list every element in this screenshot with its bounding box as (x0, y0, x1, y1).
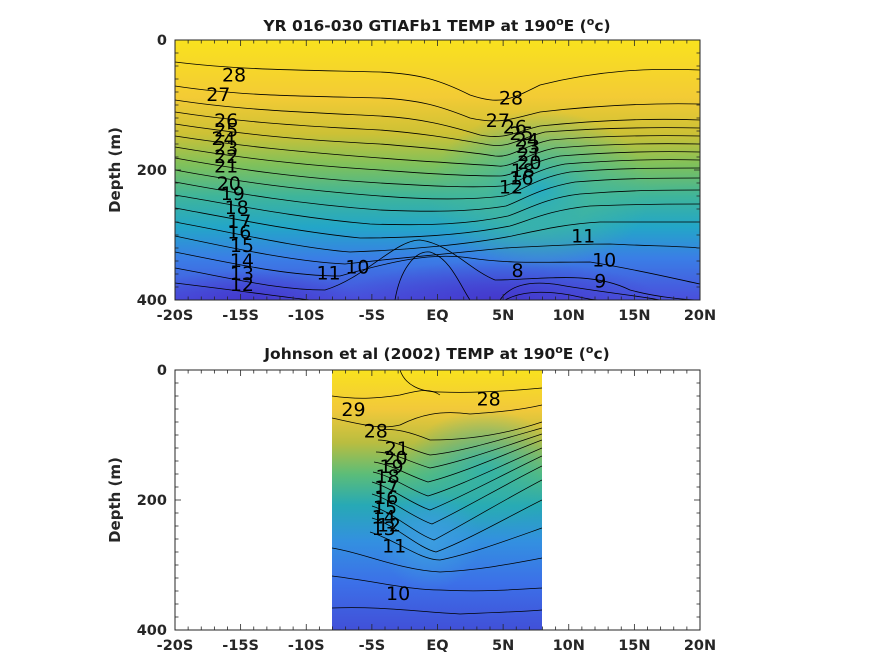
top-contour-label: 22 (214, 146, 238, 168)
bottom-y-tick-label: 0 (157, 363, 167, 379)
top-x-tick-label: 10N (553, 308, 585, 324)
top-contour-label: 24 (211, 128, 235, 150)
bottom-contour-label: 10 (386, 583, 410, 605)
top-contour-label: 24 (515, 129, 539, 151)
bottom-contour-label: 13 (372, 518, 396, 540)
bottom-contour-label: 16 (374, 487, 398, 509)
top-y-tick-label: 400 (137, 293, 167, 309)
top-x-tick-label: -10S (288, 308, 325, 324)
top-x-tick-label: -20S (157, 308, 194, 324)
top-panel: YR 016-030 GTIAFb1 TEMP at 190oE (oc) (106, 15, 716, 324)
bottom-contour-label: 28 (477, 388, 501, 410)
bottom-y-tick-label: 200 (137, 493, 167, 509)
top-x-tick-label: -15S (222, 308, 259, 324)
top-y-tick-label: 0 (157, 33, 167, 49)
top-contour-label: 21 (517, 144, 541, 166)
bottom-x-tick-label: 10N (553, 638, 585, 654)
bottom-contour-label: 14 (372, 507, 396, 529)
bottom-contour-label: 15 (373, 497, 397, 519)
top-contour-label: 18 (511, 160, 535, 182)
bottom-y-tick-label: 400 (137, 623, 167, 639)
top-contour-label: 16 (227, 222, 251, 244)
top-y-ticks: 0 200 400 (137, 33, 700, 309)
top-contour-label: 10 (592, 250, 616, 272)
top-contour-label: 28 (222, 64, 246, 86)
bottom-x-tick-label: -10S (288, 638, 325, 654)
top-x-tick-label: EQ (426, 308, 448, 324)
bottom-contour-label: 17 (374, 477, 398, 499)
top-contour-label: 26 (503, 116, 527, 138)
top-x-ticks: -20S -15S -10S -5S EQ 5N 10N 15N 20N (157, 40, 716, 324)
top-field (175, 40, 700, 300)
top-contour-label: 11 (571, 225, 595, 247)
top-contour-label: 12 (230, 274, 254, 296)
bottom-contour-label: 12 (377, 515, 401, 537)
top-contour-label: 10 (345, 257, 369, 279)
top-x-tick-label: 15N (618, 308, 650, 324)
bottom-x-tick-label: 5N (492, 638, 514, 654)
top-contour-label: 25 (509, 123, 533, 145)
top-contour-label: 11 (316, 263, 340, 285)
bottom-contour-label: 21 (385, 438, 409, 460)
top-x-tick-label: 20N (684, 308, 716, 324)
bottom-field (332, 370, 542, 630)
bottom-contour-label: 29 (341, 399, 365, 421)
top-contour-label: 8 (512, 260, 524, 282)
top-contour-label: 27 (206, 84, 230, 106)
top-y-tick-label: 200 (137, 163, 167, 179)
top-contour-label: 18 (225, 197, 249, 219)
top-contour-label: 28 (499, 88, 523, 110)
top-contour-label: 25 (214, 120, 238, 142)
top-contour-label: 12 (499, 177, 523, 199)
bottom-contour-label: 20 (383, 448, 407, 470)
top-contour-label: 17 (227, 211, 251, 233)
top-x-tick-label: -5S (359, 308, 386, 324)
top-contours (175, 61, 700, 300)
bottom-contour-label: 18 (376, 466, 400, 488)
top-contour-label: 14 (230, 250, 254, 272)
bottom-panel: Johnson et al (2002) TEMP at 190oE (oc) (106, 343, 716, 654)
bottom-x-tick-label: EQ (426, 638, 448, 654)
top-contour-label: 16 (509, 168, 533, 190)
top-contour-label: 20 (217, 173, 241, 195)
bottom-contour-label: 11 (382, 535, 406, 557)
bottom-x-tick-label: -20S (157, 638, 194, 654)
top-contour-label: 27 (486, 110, 510, 132)
bottom-x-tick-label: 15N (618, 638, 650, 654)
top-title: YR 016-030 GTIAFb1 TEMP at 190oE (oc) (262, 15, 610, 35)
bottom-x-tick-label: -5S (359, 638, 386, 654)
bottom-contour-label: 19 (379, 456, 403, 478)
bottom-contours (332, 370, 542, 615)
bottom-contour-label: 28 (364, 420, 388, 442)
top-contour-label: 15 (230, 235, 254, 257)
top-contour-label: 26 (214, 110, 238, 132)
top-contour-label: 9 (594, 270, 606, 292)
bottom-ylabel: Depth (m) (106, 457, 124, 543)
top-contour-label: 13 (230, 263, 254, 285)
top-contour-label: 19 (221, 183, 245, 205)
bottom-x-tick-label: 20N (684, 638, 716, 654)
top-contour-label: 20 (517, 152, 541, 174)
top-contour-label: 23 (214, 138, 238, 160)
top-contour-label: 23 (516, 136, 540, 158)
bottom-x-ticks: -20S -15S -10S -5S EQ 5N 10N 15N 20N (157, 370, 716, 654)
bottom-x-tick-label: -15S (222, 638, 259, 654)
top-x-tick-label: 5N (492, 308, 514, 324)
bottom-title: Johnson et al (2002) TEMP at 190oE (oc) (263, 343, 609, 363)
top-ylabel: Depth (m) (106, 127, 124, 213)
bottom-y-ticks: 0 200 400 (137, 363, 700, 639)
top-contour-label: 21 (214, 155, 238, 177)
